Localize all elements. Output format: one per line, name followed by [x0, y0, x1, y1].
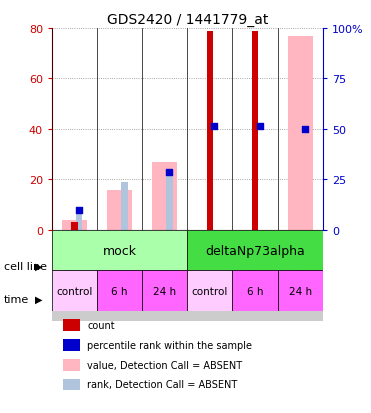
Bar — [207, 31, 213, 230]
Text: control: control — [56, 286, 93, 296]
Bar — [142, 271, 187, 311]
Bar — [121, 183, 128, 230]
Text: rank, Detection Call = ABSENT: rank, Detection Call = ABSENT — [87, 380, 237, 389]
Text: ▶: ▶ — [35, 294, 43, 304]
Bar — [233, 271, 278, 311]
Text: 24 h: 24 h — [289, 286, 312, 296]
Bar — [52, 271, 97, 311]
Text: value, Detection Call = ABSENT: value, Detection Call = ABSENT — [87, 360, 242, 370]
Text: 24 h: 24 h — [153, 286, 176, 296]
Bar — [278, 271, 323, 311]
Bar — [233, 230, 278, 321]
Point — [302, 126, 308, 133]
Bar — [71, 223, 78, 230]
Bar — [63, 379, 81, 390]
Point — [76, 207, 82, 214]
Text: 6 h: 6 h — [247, 286, 263, 296]
Text: 6 h: 6 h — [111, 286, 128, 296]
Point — [211, 124, 217, 131]
Text: mock: mock — [103, 244, 137, 257]
Bar — [63, 320, 81, 331]
Bar — [252, 31, 259, 230]
Bar — [97, 271, 142, 311]
Text: control: control — [192, 286, 228, 296]
Bar — [107, 190, 132, 230]
Point — [166, 169, 172, 176]
Bar — [63, 339, 81, 351]
Bar — [166, 170, 173, 230]
Bar — [152, 162, 177, 230]
Bar — [76, 210, 82, 230]
Bar — [288, 36, 313, 230]
Bar — [52, 230, 187, 271]
Bar — [278, 230, 323, 321]
Bar — [62, 221, 87, 230]
Bar — [187, 271, 233, 311]
Text: time: time — [4, 294, 29, 304]
Text: count: count — [87, 320, 115, 330]
Bar — [187, 230, 323, 271]
Text: ▶: ▶ — [35, 261, 43, 271]
Text: cell line: cell line — [4, 261, 47, 271]
Bar — [142, 230, 187, 321]
Text: deltaNp73alpha: deltaNp73alpha — [205, 244, 305, 257]
Text: percentile rank within the sample: percentile rank within the sample — [87, 340, 252, 350]
Bar — [63, 359, 81, 370]
Bar — [52, 230, 97, 321]
Bar — [97, 230, 142, 321]
Bar — [187, 230, 233, 321]
Title: GDS2420 / 1441779_at: GDS2420 / 1441779_at — [107, 12, 268, 26]
Point — [257, 124, 263, 131]
